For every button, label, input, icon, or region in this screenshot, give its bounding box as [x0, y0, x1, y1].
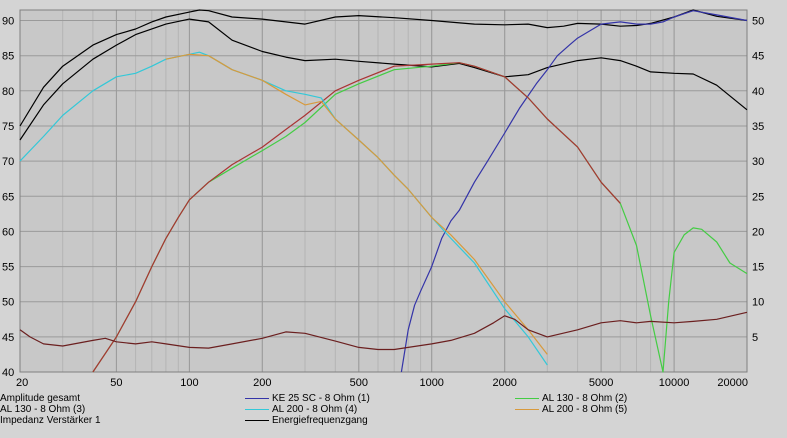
y-left-tick-label: 70 — [2, 156, 14, 168]
y-left-tick-label: 75 — [2, 121, 14, 133]
series-line-ke-25-sc-8-ohm-1 — [400, 10, 748, 373]
x-tick-label: 500 — [350, 377, 368, 389]
y-left-tick-label: 50 — [2, 297, 14, 309]
legend-swatch-al200-4 — [245, 409, 269, 410]
legend-label-al200-5: AL 200 - 8 Ohm (5) — [542, 404, 628, 415]
x-tick-label: 10000 — [659, 377, 690, 389]
legend-swatch-energie — [245, 420, 269, 421]
legend-label-amplitude-gesamt: Amplitude gesamt — [0, 393, 81, 404]
y-left-tick-label: 65 — [2, 191, 14, 203]
legend-label-ke25: KE 25 SC - 8 Ohm (1) — [272, 393, 370, 404]
x-tick-label: 5000 — [589, 377, 613, 389]
y-right-tick-label: 15 — [752, 262, 764, 274]
legend-swatch-al200-5 — [515, 409, 539, 410]
y-left-tick-label: 60 — [2, 226, 14, 238]
legend-swatch-al130-2 — [515, 398, 539, 399]
y-left-tick-label: 45 — [2, 332, 14, 344]
y-left-tick-label: 55 — [2, 262, 14, 274]
y-left-tick-label: 90 — [2, 16, 14, 28]
plot-area — [20, 10, 747, 372]
y-right-tick-label: 35 — [752, 121, 764, 133]
series-line-amplitude-gesamt — [19, 9, 748, 127]
x-tick-label: 20 — [16, 377, 28, 389]
legend-swatch-ke25 — [245, 398, 269, 399]
series-line-al-200-8-ohm-5 — [165, 53, 548, 355]
x-tick-label: 200 — [253, 377, 271, 389]
y-left-tick-label: 40 — [2, 367, 14, 379]
x-tick-label: 50 — [110, 377, 122, 389]
x-tick-label: 1000 — [419, 377, 443, 389]
series-line-al-200-8-ohm-4 — [19, 51, 548, 366]
tick-labels: 20 50 100 200 500 1000 2000 5000 10000 20000 90 85 8… — [2, 16, 764, 390]
x-tick-label: 2000 — [492, 377, 516, 389]
y-left-tick-label: 80 — [2, 86, 14, 98]
series-line-energiefrequenzgang — [19, 18, 748, 141]
series-line-al-130-8-ohm-3 — [92, 62, 621, 373]
y-right-tick-label: 40 — [752, 86, 764, 98]
y-right-tick-label: 10 — [752, 297, 764, 309]
series-line-impedanz-verst-rker-1 — [19, 311, 748, 351]
x-tick-label: 100 — [180, 377, 198, 389]
legend-label-al200-4: AL 200 - 8 Ohm (4) — [272, 404, 358, 415]
legend-label-energie: Energiefrequenzgang — [272, 415, 368, 426]
y-right-tick-label: 45 — [752, 51, 764, 63]
legend: Amplitude gesamt KE 25 SC - 8 Ohm (1) AL… — [0, 393, 787, 438]
y-right-tick-label: 50 — [752, 16, 764, 28]
y-right-tick-label: 5 — [752, 332, 758, 344]
y-left-tick-label: 85 — [2, 51, 14, 63]
y-right-tick-label: 30 — [752, 156, 764, 168]
plot-border — [19, 9, 748, 373]
x-tick-label: 20000 — [717, 377, 748, 389]
series-group — [19, 9, 748, 373]
grid — [19, 9, 748, 373]
y-right-tick-label: 20 — [752, 226, 764, 238]
y-right-tick-label: 25 — [752, 191, 764, 203]
legend-label-al130-3: AL 130 - 8 Ohm (3) — [0, 404, 86, 415]
legend-label-impedanz: Impedanz Verstärker 1 — [0, 415, 101, 426]
legend-label-al130-2: AL 130 - 8 Ohm (2) — [542, 393, 628, 404]
